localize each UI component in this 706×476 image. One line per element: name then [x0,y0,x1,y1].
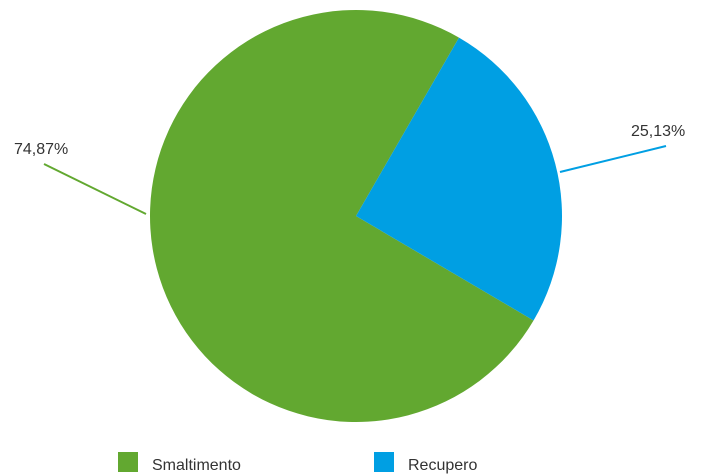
legend-swatch-recupero [374,452,394,472]
slice-label-recupero: 25,13% [631,123,685,140]
pie-slices [150,9,562,423]
legend-swatch-smaltimento [118,452,138,472]
slice-label-smaltimento: 74,87% [14,141,68,158]
legend-label-recupero: Recupero [408,457,477,474]
legend-item-smaltimento[interactable]: Smaltimento [118,452,241,474]
leader-lines [43,145,667,215]
legend-item-recupero[interactable]: Recupero [374,452,477,474]
legend-label-smaltimento: Smaltimento [152,457,241,474]
leader-line-recupero [559,145,667,173]
pie-slice-recupero[interactable] [356,37,562,321]
slice-labels: 74,87% 25,13% [14,123,685,158]
leader-line-smaltimento [43,163,147,215]
legend: Smaltimento Recupero [118,452,477,474]
pie-slice-smaltimento[interactable] [150,9,534,423]
